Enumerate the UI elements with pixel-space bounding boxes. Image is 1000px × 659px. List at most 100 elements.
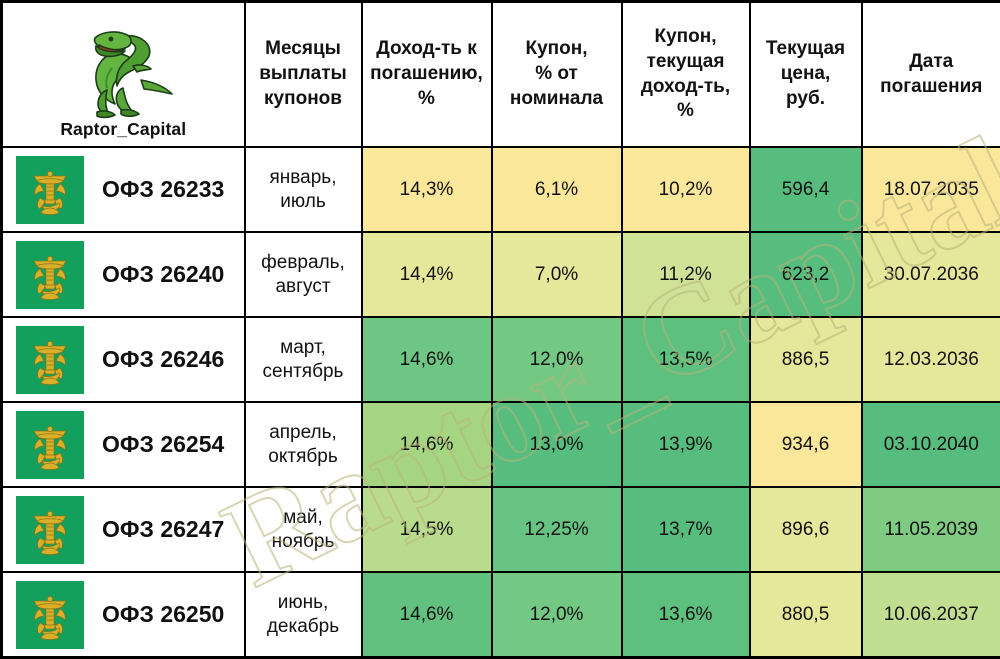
coupon-current-yield-cell: 11,2% xyxy=(622,232,750,317)
table-header-row: Raptor_Capital Месяцы выплаты купонов До… xyxy=(2,2,1000,148)
coupon-months-cell: июнь,декабрь xyxy=(245,572,362,658)
column-header-ytm: Доход-ть к погашению, % xyxy=(362,2,492,148)
coupon-current-yield-cell: 13,5% xyxy=(622,317,750,402)
header-line: погашения xyxy=(866,75,998,100)
current-price-cell: 880,5 xyxy=(750,572,862,658)
column-header-price: Текущая цена, руб. xyxy=(750,2,862,148)
bond-ticker-cell[interactable]: ОФЗ 26246 xyxy=(2,317,245,402)
column-header-coupon-current: Купон, текущая доход-ть, % xyxy=(622,2,750,148)
current-price-cell: 896,6 xyxy=(750,487,862,572)
bond-ticker-label: ОФЗ 26254 xyxy=(102,430,224,458)
coupon-months-cell: январь,июль xyxy=(245,147,362,232)
current-price-cell: 623,2 xyxy=(750,232,862,317)
column-header-maturity: Дата погашения xyxy=(862,2,1000,148)
header-line: % xyxy=(366,87,488,112)
current-price-cell: 934,6 xyxy=(750,402,862,487)
header-line: текущая xyxy=(626,50,746,75)
current-price-cell: 596,4 xyxy=(750,147,862,232)
maturity-date-cell: 11.05.2039 xyxy=(862,487,1000,572)
coupon-current-yield-cell: 13,6% xyxy=(622,572,750,658)
coupon-current-yield-cell: 13,9% xyxy=(622,402,750,487)
ytm-cell: 14,6% xyxy=(362,402,492,487)
coupon-months-cell: апрель,октябрь xyxy=(245,402,362,487)
coupon-month-line: сентябрь xyxy=(249,360,358,383)
coupon-month-line: апрель, xyxy=(249,421,358,444)
coupon-month-line: август xyxy=(249,275,358,298)
russia-minfin-emblem-icon xyxy=(16,581,84,649)
bond-ticker-cell[interactable]: ОФЗ 26233 xyxy=(2,147,245,232)
coupon-current-yield-cell: 13,7% xyxy=(622,487,750,572)
header-line: % xyxy=(626,99,746,124)
russia-minfin-emblem-icon xyxy=(16,411,84,479)
coupon-nominal-cell: 12,0% xyxy=(492,572,622,658)
coupon-month-line: май, xyxy=(249,506,358,529)
russia-minfin-emblem-icon xyxy=(16,496,84,564)
ytm-cell: 14,4% xyxy=(362,232,492,317)
coupon-months-cell: май,ноябрь xyxy=(245,487,362,572)
header-line: Месяцы xyxy=(249,37,358,62)
header-line: Купон, xyxy=(496,37,618,62)
maturity-date-cell: 12.03.2036 xyxy=(862,317,1000,402)
coupon-month-line: июнь, xyxy=(249,591,358,614)
coupon-months-cell: март,сентябрь xyxy=(245,317,362,402)
header-line: руб. xyxy=(754,87,858,112)
header-line: погашению, xyxy=(366,62,488,87)
header-line: цена, xyxy=(754,62,858,87)
bond-ticker-label: ОФЗ 26246 xyxy=(102,345,224,373)
coupon-months-cell: февраль,август xyxy=(245,232,362,317)
maturity-date-cell: 18.07.2035 xyxy=(862,147,1000,232)
bond-ticker-label: ОФЗ 26247 xyxy=(102,515,224,543)
ytm-cell: 14,6% xyxy=(362,572,492,658)
maturity-date-cell: 10.06.2037 xyxy=(862,572,1000,658)
bond-ticker-cell[interactable]: ОФЗ 26254 xyxy=(2,402,245,487)
coupon-month-line: март, xyxy=(249,336,358,359)
coupon-nominal-cell: 6,1% xyxy=(492,147,622,232)
coupon-month-line: январь, xyxy=(249,166,358,189)
bond-ticker-cell[interactable]: ОФЗ 26250 xyxy=(2,572,245,658)
brand-name: Raptor_Capital xyxy=(60,118,186,141)
column-header-coupon-nominal: Купон, % от номинала xyxy=(492,2,622,148)
bond-ticker-label: ОФЗ 26250 xyxy=(102,600,224,628)
coupon-nominal-cell: 13,0% xyxy=(492,402,622,487)
coupon-nominal-cell: 7,0% xyxy=(492,232,622,317)
header-line: Доход-ть к xyxy=(366,37,488,62)
coupon-nominal-cell: 12,0% xyxy=(492,317,622,402)
coupon-current-yield-cell: 10,2% xyxy=(622,147,750,232)
coupon-month-line: февраль, xyxy=(249,251,358,274)
ytm-cell: 14,5% xyxy=(362,487,492,572)
current-price-cell: 886,5 xyxy=(750,317,862,402)
header-line: Купон, xyxy=(626,25,746,50)
bond-ticker-cell[interactable]: ОФЗ 26240 xyxy=(2,232,245,317)
coupon-nominal-cell: 12,25% xyxy=(492,487,622,572)
header-line: номинала xyxy=(496,87,618,112)
maturity-date-cell: 30.07.2036 xyxy=(862,232,1000,317)
ytm-cell: 14,3% xyxy=(362,147,492,232)
bond-ticker-label: ОФЗ 26233 xyxy=(102,175,224,203)
russia-minfin-emblem-icon xyxy=(16,326,84,394)
ytm-cell: 14,6% xyxy=(362,317,492,402)
raptor-dinosaur-logo-icon xyxy=(71,24,175,120)
header-line: Дата xyxy=(866,50,998,75)
bond-ticker-cell[interactable]: ОФЗ 26247 xyxy=(2,487,245,572)
header-line: Текущая xyxy=(754,37,858,62)
russia-minfin-emblem-icon xyxy=(16,156,84,224)
brand-logo-cell: Raptor_Capital xyxy=(2,2,245,148)
russia-minfin-emblem-icon xyxy=(16,241,84,309)
header-line: % от xyxy=(496,62,618,87)
coupon-month-line: декабрь xyxy=(249,615,358,638)
maturity-date-cell: 03.10.2040 xyxy=(862,402,1000,487)
coupon-month-line: ноябрь xyxy=(249,530,358,553)
column-header-months: Месяцы выплаты купонов xyxy=(245,2,362,148)
header-line: купонов xyxy=(249,87,358,112)
coupon-month-line: июль xyxy=(249,190,358,213)
header-line: доход-ть, xyxy=(626,75,746,100)
coupon-month-line: октябрь xyxy=(249,445,358,468)
